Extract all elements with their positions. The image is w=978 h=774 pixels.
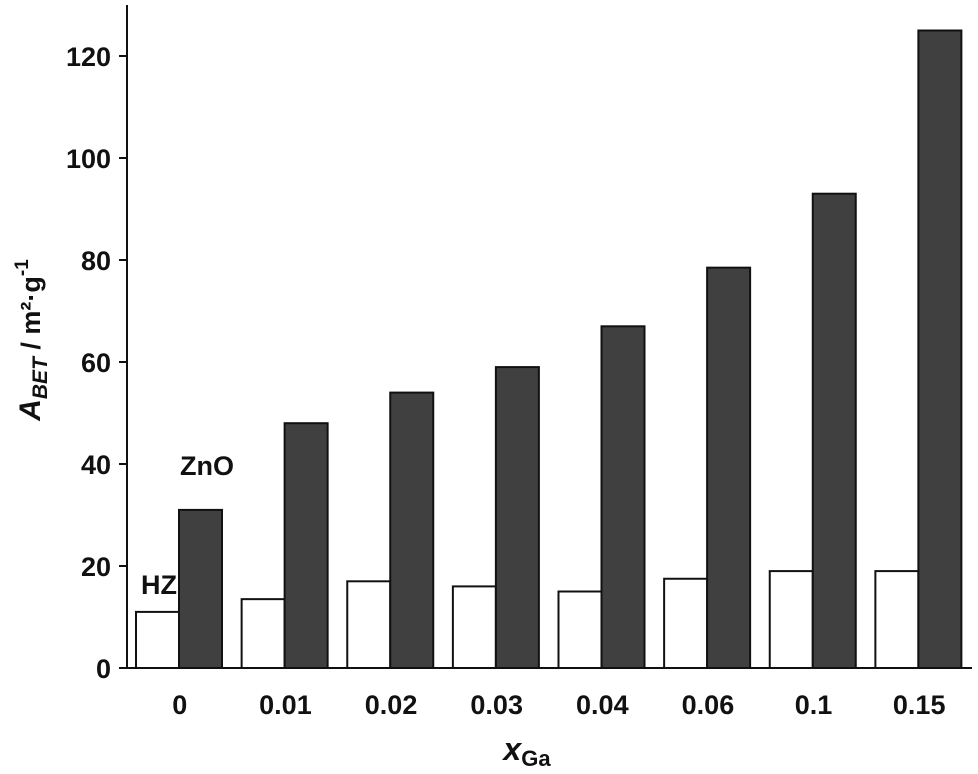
bar-zno-0.1 [811,192,857,669]
y-axis-title-sub: BET [29,355,52,399]
bar-zno-0.15 [917,29,963,669]
bar-hz-0 [135,610,180,670]
bar-hz-0.03 [451,585,497,670]
bar-zno-0.03 [494,366,540,669]
bar-zno-0.01 [283,422,329,670]
series-labels: HZ ZnO [141,451,234,600]
y-axis-title: ABET / m²·g-1 [12,259,52,422]
y-tick-label: 60 [81,348,111,378]
svg-text:ABET / m²·g-1: ABET / m²·g-1 [12,259,52,422]
bar-hz-0.01 [240,598,286,670]
x-tick-label: 0.15 [893,690,946,720]
x-ticks: 0 0.01 0.02 0.03 0.04 0.06 0.1 0.15 [172,690,945,720]
x-axis-title: xGa [501,731,551,771]
bar-zno-0.04 [600,325,646,669]
series-label-zno: ZnO [180,451,234,481]
bar-hz-0.02 [346,580,392,669]
y-tick-label: 80 [81,246,111,276]
x-tick-label: 0 [172,690,187,720]
bar-hz-0.1 [768,570,814,669]
y-tick-label: 20 [81,552,111,582]
x-tick-label: 0.01 [259,690,312,720]
y-tick-label: 40 [81,450,111,480]
bar-hz-0.15 [874,570,920,669]
y-tick-label: 100 [66,144,111,174]
y-tick-label: 0 [96,654,111,684]
x-tick-label: 0.03 [470,690,523,720]
x-axis-title-main: x [501,731,522,767]
y-axis-title-main: A [14,399,47,422]
bars [135,29,963,670]
y-axis-title-sup: -1 [12,259,33,276]
y-tick-label: 120 [66,42,111,72]
bar-hz-0.04 [557,590,603,669]
x-axis-title-sub: Ga [521,746,551,771]
x-tick-label: 0.06 [682,690,735,720]
x-tick-label: 0.04 [576,690,629,720]
bar-hz-0.06 [663,577,709,669]
x-tick-label: 0.02 [365,690,418,720]
bar-zno-0.02 [389,391,435,669]
x-tick-label: 0.1 [795,690,833,720]
y-ticks: 0 20 40 60 80 100 120 [66,42,127,684]
bar-zno-0 [178,508,223,669]
series-label-hz: HZ [141,570,177,600]
y-axis-title-unit: / m²·g [16,276,46,357]
bar-zno-0.06 [706,266,752,669]
